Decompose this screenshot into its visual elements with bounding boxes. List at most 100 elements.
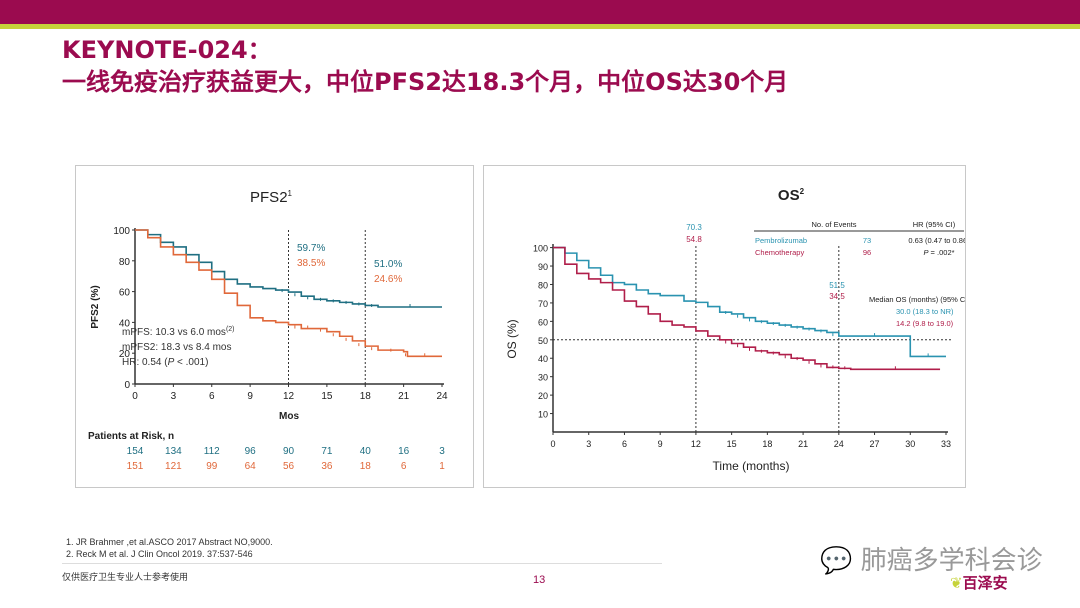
- risk-pembro: 90: [283, 446, 295, 457]
- hr-header: HR (95% CI): [913, 220, 956, 229]
- km-curve-pembrolizumab: [553, 246, 946, 358]
- title-line-1: KEYNOTE-024：: [62, 36, 272, 64]
- p-value: P = .002*: [923, 248, 954, 257]
- x-tick-label: 3: [171, 391, 177, 402]
- risk-pembro: 16: [398, 446, 410, 457]
- events-header: No. of Events: [811, 220, 856, 229]
- reference-1: 1. JR Brahmer ,et al.ASCO 2017 Abstract …: [66, 537, 273, 547]
- risk-pembro: 154: [127, 446, 144, 457]
- risk-chemo: 6: [401, 461, 407, 472]
- x-tick-label: 18: [360, 391, 372, 402]
- risk-chemo: 121: [165, 461, 182, 472]
- x-tick-label: 30: [905, 439, 915, 449]
- stat-mpfs2: mPFS2: 18.3 vs 8.4 mos: [122, 342, 232, 353]
- x-tick-label: 24: [436, 391, 448, 402]
- chart-title: PFS21: [250, 189, 293, 206]
- x-tick-label: 6: [622, 439, 627, 449]
- x-tick-label: 0: [550, 439, 555, 449]
- y-tick-label: 80: [119, 257, 131, 268]
- risk-pembro: 96: [245, 446, 257, 457]
- y-tick-label: 90: [538, 262, 548, 272]
- y-tick-label: 20: [538, 391, 548, 401]
- stat-hr: HR: 0.54 (P < .001): [122, 357, 208, 368]
- pfs2-12m-pembro: 59.7%: [297, 243, 325, 254]
- pfs2-18m-pembro: 51.0%: [374, 259, 402, 270]
- x-tick-label: 21: [798, 439, 808, 449]
- x-axis-label: Time (months): [713, 459, 790, 473]
- y-tick-label: 100: [113, 226, 130, 237]
- y-tick-label: 80: [538, 280, 548, 290]
- y-tick-label: 60: [119, 288, 131, 299]
- y-axis-label: OS (%): [505, 319, 519, 358]
- median-header: Median OS (months) (95% CI): [869, 295, 965, 304]
- hr-value: 0.63 (0.47 to 0.86): [908, 236, 965, 245]
- title-line-2: 一线免疫治疗获益更大，中位PFS2达18.3个月，中位OS达30个月: [62, 68, 789, 96]
- risk-pembro: 112: [204, 446, 220, 457]
- risk-pembro: 3: [439, 446, 445, 457]
- os-panel: OS2 OS (%) Time (months) 70.3 54.8 51.5 …: [483, 165, 970, 488]
- leaf-icon: ❦: [950, 574, 963, 592]
- footer-disclaimer: 仅供医疗卫生专业人士参考使用: [62, 572, 189, 582]
- x-tick-label: 12: [691, 439, 701, 449]
- pfs2-12m-chemo: 38.5%: [297, 258, 325, 269]
- top-banner: [0, 0, 1080, 24]
- risk-chemo: 64: [245, 461, 257, 472]
- x-tick-label: 3: [586, 439, 591, 449]
- x-tick-label: 15: [321, 391, 333, 402]
- logo-text: 百泽安: [962, 574, 1008, 592]
- accent-line: [0, 24, 1080, 29]
- x-tick-label: 24: [834, 439, 844, 449]
- brand-logo: ❦百泽安: [950, 572, 1008, 593]
- risk-chemo: 18: [360, 461, 372, 472]
- y-tick-label: 60: [538, 317, 548, 327]
- x-axis-label: Mos: [279, 411, 299, 422]
- x-tick-label: 18: [762, 439, 772, 449]
- watermark: 💬 肺癌多学科会诊: [820, 540, 1043, 577]
- x-tick-label: 9: [247, 391, 253, 402]
- x-tick-label: 6: [209, 391, 215, 402]
- pembro-legend: Pembrolizumab: [755, 236, 807, 245]
- x-tick-label: 0: [132, 391, 138, 402]
- risk-pembro: 71: [321, 446, 333, 457]
- os-24m-chemo: 34.5: [829, 292, 845, 301]
- footer-divider: [62, 563, 662, 564]
- risk-chemo: 99: [206, 461, 218, 472]
- y-tick-label: 50: [538, 336, 548, 346]
- y-tick-label: 100: [533, 244, 548, 254]
- references: 1. JR Brahmer ,et al.ASCO 2017 Abstract …: [66, 536, 273, 560]
- risk-chemo: 56: [283, 461, 295, 472]
- x-tick-label: 33: [941, 439, 951, 449]
- chemo-events: 96: [863, 248, 871, 257]
- x-tick-label: 12: [283, 391, 295, 402]
- y-tick-label: 20: [119, 349, 131, 360]
- risk-chemo: 151: [127, 461, 144, 472]
- pfs2-18m-chemo: 24.6%: [374, 274, 402, 285]
- pfs2-panel: PFS21 PFS2 (%) Mos 59.7% 38.5% 51.0% 24.…: [75, 165, 474, 488]
- risk-pembro: 134: [165, 446, 182, 457]
- x-tick-label: 21: [398, 391, 410, 402]
- y-tick-label: 70: [538, 299, 548, 309]
- y-axis-label: PFS2 (%): [90, 285, 101, 328]
- slide-title: KEYNOTE-024： 一线免疫治疗获益更大，中位PFS2达18.3个月，中位…: [62, 34, 788, 98]
- os-12m-pembro: 70.3: [686, 223, 702, 232]
- x-tick-label: 9: [658, 439, 663, 449]
- km-curve-chemotherapy: [553, 246, 941, 371]
- reference-2: 2. Reck M et al. J Clin Oncol 2019. 37:5…: [66, 549, 253, 559]
- os-chart: OS2 OS (%) Time (months) 70.3 54.8 51.5 …: [505, 187, 970, 473]
- watermark-text: 肺癌多学科会诊: [860, 546, 1043, 576]
- chart-title: OS2: [778, 187, 805, 204]
- median-chemo: 14.2 (9.8 to 19.0): [896, 319, 954, 328]
- pfs2-chart: PFS21 PFS2 (%) Mos 59.7% 38.5% 51.0% 24.…: [88, 189, 448, 472]
- x-tick-label: 27: [870, 439, 880, 449]
- median-pembro: 30.0 (18.3 to NR): [896, 307, 954, 316]
- wechat-icon: 💬: [820, 546, 853, 576]
- stat-mpfs: mPFS: 10.3 vs 6.0 mos(2): [122, 326, 235, 338]
- os-24m-pembro: 51.5: [829, 281, 845, 290]
- km-curve-chemotherapy: [135, 229, 442, 358]
- chemo-legend: Chemotherapy: [755, 248, 804, 257]
- y-tick-label: 40: [119, 318, 131, 329]
- y-tick-label: 0: [124, 380, 130, 391]
- x-tick-label: 15: [727, 439, 737, 449]
- y-tick-label: 40: [538, 354, 548, 364]
- risk-chemo: 1: [439, 461, 445, 472]
